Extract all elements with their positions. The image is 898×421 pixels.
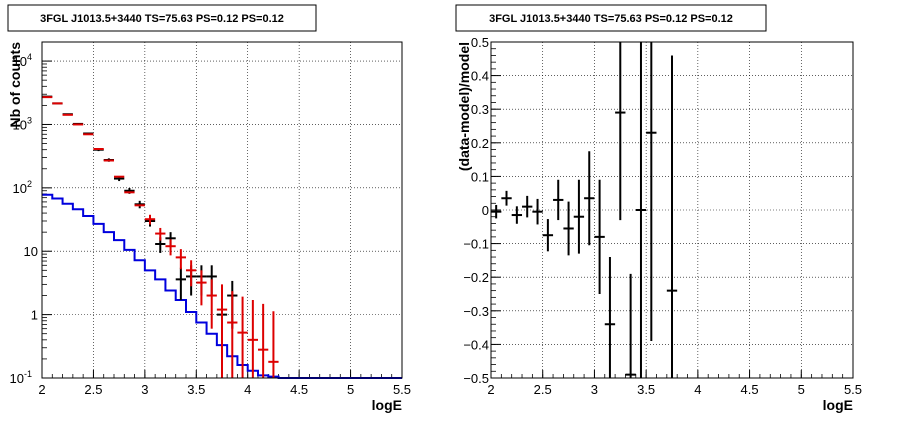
counts-x-axis-title: logE [372, 397, 402, 413]
counts-title: 3FGL J1013.5+3440 TS=75.63 PS=0.12 PS=0.… [40, 13, 284, 25]
residual-y-tick-label: −0.2 [463, 270, 489, 285]
residual-point [542, 219, 554, 252]
residual-y-tick-label: 0.3 [471, 102, 489, 117]
residual-plot-border [490, 41, 854, 379]
model-point [155, 227, 166, 241]
residual-y-tick-label: 0 [482, 203, 489, 218]
model-point [237, 296, 248, 378]
residual-point [511, 206, 523, 224]
residual-point [625, 273, 636, 378]
counts-y-tick-label: 10 [24, 244, 38, 259]
model-point [144, 214, 156, 225]
residual-point [666, 55, 678, 378]
model-point [186, 260, 197, 287]
residual-point [553, 179, 564, 221]
model-point [258, 303, 269, 378]
counts-x-tick-label: 4 [244, 382, 251, 397]
residual-axis-ticks: 2 2.5 3 3.5 4 4.5 5 5.5 −0.5 −0.4 −0.3 −0.2 −0.1 0 0.1… [463, 35, 862, 397]
counts-x-tick-label: 3 [141, 382, 148, 397]
residual-title: 3FGL J1013.5+3440 TS=75.63 PS=0.12 PS=0.… [489, 13, 733, 25]
residual-point [501, 190, 512, 206]
residual-x-tick-label: 5 [798, 382, 805, 397]
residual-y-axis-title: (data-model)/model [456, 42, 472, 171]
residual-x-tick-label: 4.5 [741, 382, 759, 397]
model-point [206, 279, 217, 329]
residual-x-tick-label: 4 [694, 382, 701, 397]
residual-point [635, 42, 647, 378]
model-point [268, 311, 279, 378]
counts-y-tick-label: 10-1 [10, 369, 32, 386]
model-point [175, 249, 186, 270]
residual-point [604, 257, 616, 378]
model-point [216, 284, 228, 378]
residual-point [532, 198, 543, 225]
counts-x-tick-label: 2 [38, 382, 45, 397]
residual-y-tick-label: 0.2 [471, 136, 489, 151]
residual-x-tick-label: 2 [487, 382, 494, 397]
counts-y-tick-label: 102 [13, 179, 32, 196]
counts-plot-border [41, 41, 403, 379]
residual-y-tick-label: −0.4 [463, 337, 489, 352]
residual-y-tick-label: 0.5 [471, 35, 489, 50]
residual-y-tick-label: 0.1 [471, 169, 489, 184]
counts-y-tick-label: 1 [31, 308, 38, 323]
residual-y-tick-label: 0.4 [471, 69, 489, 84]
counts-y-axis-title: Nb of counts [7, 42, 23, 128]
model-point [227, 291, 238, 378]
counts-x-tick-label: 4.5 [290, 382, 308, 397]
counts-x-tick-label: 5.5 [393, 382, 411, 397]
residual-point [646, 42, 657, 342]
residual-x-tick-label: 5.5 [844, 382, 862, 397]
residual-point [615, 42, 626, 221]
residual-y-tick-label: −0.3 [463, 304, 489, 319]
residual-point [522, 195, 533, 218]
data-point [175, 267, 186, 301]
counts-x-tick-label: 2.5 [84, 382, 102, 397]
residual-point [563, 201, 574, 256]
model-point [165, 239, 176, 256]
residual-x-tick-label: 3 [591, 382, 598, 397]
residual-y-tick-label: −0.5 [463, 371, 489, 386]
counts-marks [42, 95, 402, 379]
model-point [247, 300, 258, 378]
residual-point [573, 179, 585, 254]
model-point [196, 270, 207, 306]
counts-title-box: 3FGL J1013.5+3440 TS=75.63 PS=0.12 PS=0.… [7, 4, 317, 32]
residual-title-box: 3FGL J1013.5+3440 TS=75.63 PS=0.12 PS=0.… [455, 4, 767, 32]
residual-point [594, 179, 605, 294]
residual-marks [491, 42, 678, 378]
residual-x-axis-title: logE [823, 397, 853, 413]
residual-x-tick-label: 2.5 [534, 382, 552, 397]
counts-x-tick-label: 5 [347, 382, 354, 397]
residual-x-tick-label: 3.5 [637, 382, 655, 397]
residual-y-tick-label: −0.1 [463, 237, 489, 252]
residual-panel: 2 2.5 3 3.5 4 4.5 5 5.5 −0.5 −0.4 −0.3 −0.2 −0.1 0 0.1… [455, 4, 862, 413]
residual-point [491, 204, 502, 219]
residual-point [584, 151, 595, 246]
counts-x-tick-label: 3.5 [187, 382, 205, 397]
